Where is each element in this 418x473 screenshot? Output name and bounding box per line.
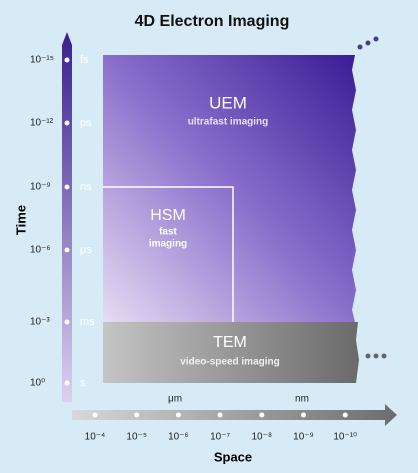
tick-dot [64,57,70,63]
y-tick-label: 10⁻³ [30,317,50,328]
y-tick-label: 10⁻⁶ [30,245,51,256]
y-unit: ps [80,117,92,129]
tick-dot [175,412,181,418]
region-description: imaging [149,239,187,250]
y-tick-label: 10⁻⁹ [30,182,51,193]
y-unit: μs [80,244,92,256]
region-description: ultrafast imaging [188,117,269,128]
x-tick-label: 10⁻⁷ [210,432,230,443]
x-tick-label: 10⁻⁸ [251,432,272,443]
region-name: TEM [213,334,247,351]
y-unit: ms [80,316,95,328]
y-unit: ns [80,181,92,193]
y-axis-label: Time [13,205,28,235]
y-tick-label: 10⁻¹⁵ [30,55,54,66]
x-tick-label: 10⁻⁶ [168,432,189,443]
region-description: fast [159,227,177,238]
tick-dot [92,412,98,418]
uem-region [103,55,356,322]
y-tick-label: 10⁻¹² [30,118,54,129]
x-unit: nm [295,394,309,405]
region-description: video-speed imaging [180,357,279,368]
x-tick-label: 10⁻⁵ [126,432,147,443]
x-unit: μm [168,394,182,405]
y-unit: fs [80,54,89,66]
tick-dot [64,319,70,325]
title: 4D Electron Imaging [135,13,290,30]
tem-region [103,322,359,383]
y-unit: s [80,377,86,389]
hsm-outline [103,186,234,322]
tick-dot [301,412,306,418]
time-axis [62,32,72,402]
tick-dot [64,247,70,253]
continuation-dots [365,353,387,359]
continuation-dots [357,36,379,50]
space-axis [72,404,397,426]
tick-dot [134,412,140,418]
tick-dot [64,120,70,126]
x-tick-label: 10⁻⁹ [293,432,314,443]
x-tick-label: 10⁻⁴ [85,432,106,443]
tick-dot [64,184,70,190]
region-name: HSM [150,207,186,224]
tick-dot [64,380,70,386]
y-tick-label: 10⁰ [30,378,45,389]
tick-dot [259,412,265,418]
tick-dot [342,412,348,418]
region-name: UEM [209,93,247,112]
tick-dot [217,412,223,418]
x-axis-label: Space [214,449,252,464]
x-tick-label: 10⁻¹⁰ [333,432,357,443]
